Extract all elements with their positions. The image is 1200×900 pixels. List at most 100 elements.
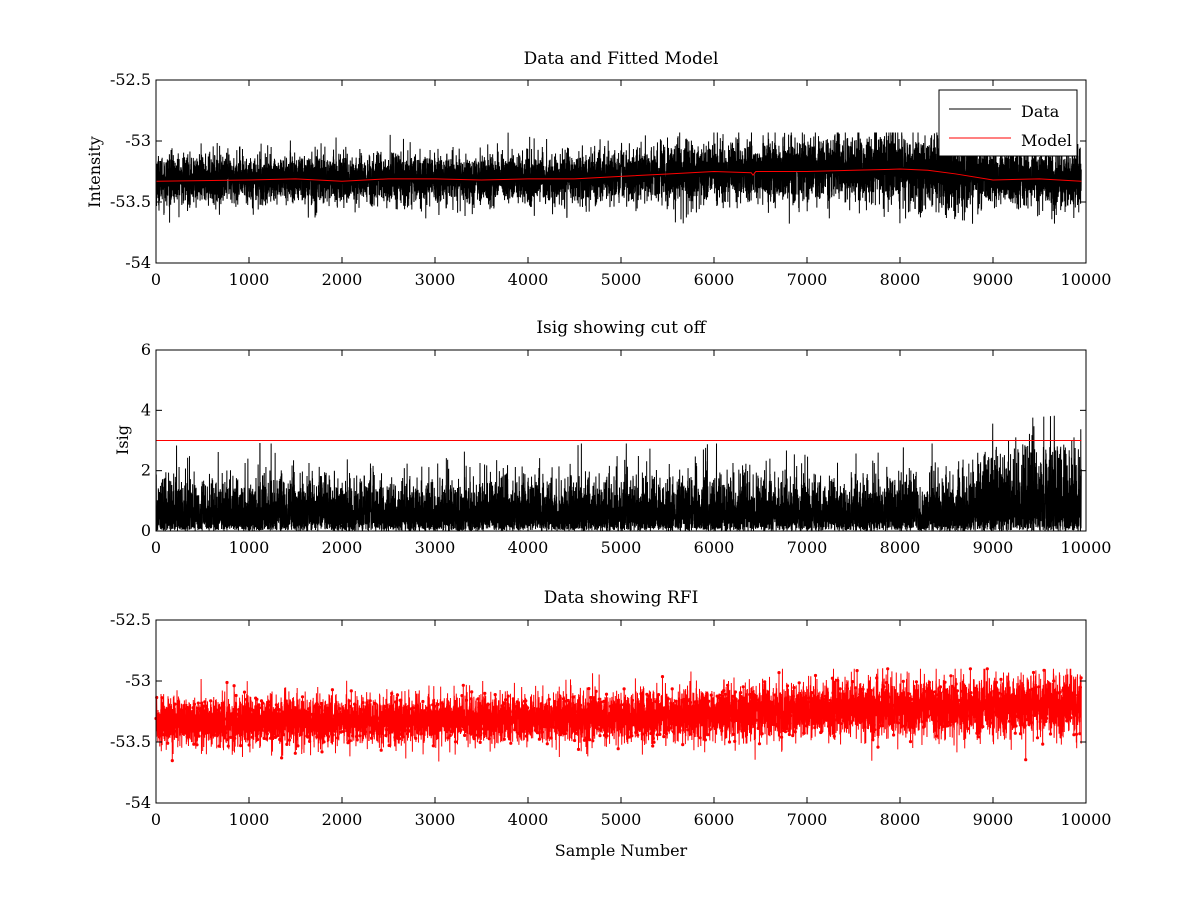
data-point [588,738,592,742]
data-point [943,680,947,684]
data-point [610,727,615,731]
data-point [340,713,344,717]
data-point [740,729,744,733]
data-point [453,704,457,708]
data-point [1048,732,1053,736]
data-point [383,720,387,724]
data-point [239,744,243,748]
data-point [851,680,855,684]
data-point [263,729,267,733]
data-point [1031,699,1035,703]
data-point [313,728,317,732]
data-point [444,721,448,725]
data-point [946,710,950,714]
data-point [533,724,537,728]
data-point [968,667,973,671]
data-point [690,711,694,715]
data-point [950,684,954,689]
data-point [941,715,945,719]
data-point [910,716,914,720]
data-point [272,712,277,716]
data-point [1075,715,1079,720]
x-tick-label: 0 [151,270,161,289]
data-point [379,722,383,727]
data-point [183,714,187,718]
data-point [853,710,857,714]
data-point [1011,693,1015,697]
data-point [308,739,312,744]
data-point [720,729,724,733]
data-point [599,728,603,733]
data-point [317,733,321,737]
data-point [884,695,888,699]
data-point [820,703,824,707]
data-point [326,734,331,739]
data-point [432,719,436,724]
data-point [264,716,268,721]
data-point [469,697,473,701]
data-point [332,724,336,728]
data-point [929,697,933,701]
data-point [1068,690,1072,694]
data-point [202,709,206,713]
data-point [414,736,418,741]
data-point [254,725,258,729]
data-point [307,707,311,711]
data-point [431,744,435,748]
data-point [679,720,683,724]
data-point [293,751,297,755]
data-point [630,734,634,738]
data-point [247,743,251,747]
data-point [806,719,810,723]
data-point [295,720,299,725]
data-point [188,717,193,721]
data-point [435,713,439,717]
data-point [394,721,398,725]
data-point [737,699,741,703]
data-point [521,717,525,721]
data-point [912,713,916,717]
data-point [785,726,789,731]
data-point [802,717,807,721]
data-point [970,711,975,716]
data-point [855,669,859,673]
data-point [414,719,418,723]
data-point [546,710,550,714]
data-point [660,675,665,679]
data-point [280,756,284,760]
data-point [586,721,590,725]
data-point [1000,718,1004,722]
data-point [497,714,501,718]
data-point [661,712,665,716]
data-point [222,736,226,740]
data-point [183,731,187,735]
data-point [996,712,1000,716]
series-line-data [155,132,1082,224]
data-point [285,719,290,723]
data-point [989,702,993,706]
data-point [911,726,915,730]
data-point [818,719,822,723]
data-point [451,719,456,723]
data-point [721,715,725,719]
data-point [214,708,219,712]
data-point [339,722,344,726]
data-point [298,714,302,718]
data-point [725,718,729,722]
data-point [779,715,783,720]
data-point [272,726,276,730]
data-point [698,736,702,740]
data-point [196,701,200,705]
data-point [444,707,448,711]
data-point [891,724,895,728]
data-point [269,725,273,729]
x-tick-label: 9000 [973,270,1014,289]
data-point [297,717,301,722]
data-point [857,707,861,711]
data-point [380,731,384,735]
data-point [246,707,250,711]
data-point [746,704,751,708]
data-point [396,715,400,719]
data-point [591,724,596,728]
x-tick-label: 5000 [601,270,642,289]
